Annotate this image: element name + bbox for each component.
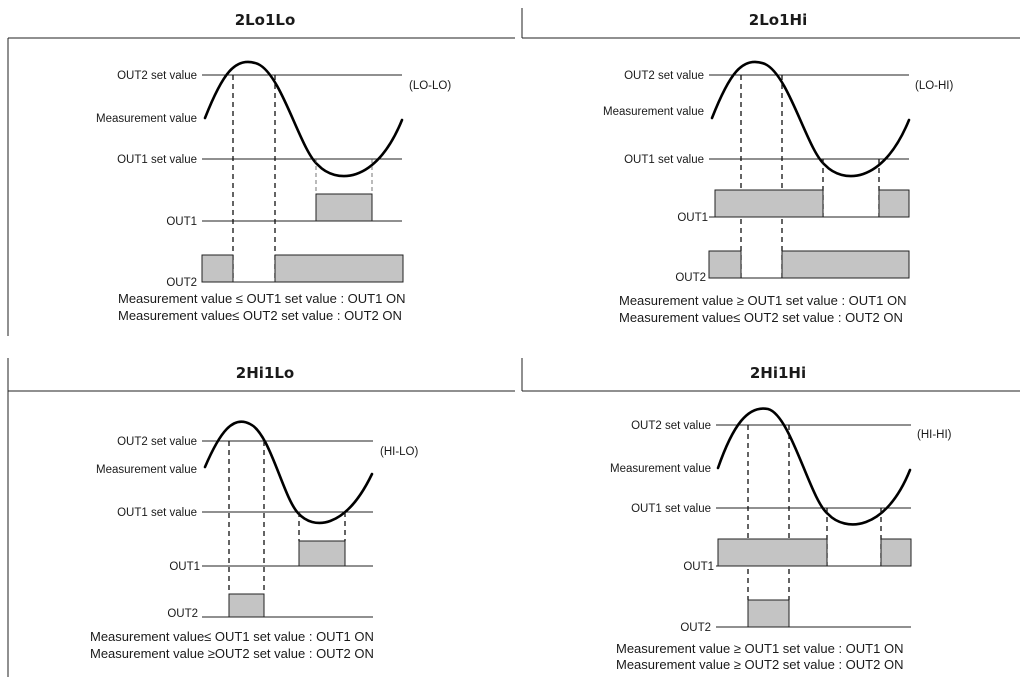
condition-text: Measurement value ≤ OUT1 set value : OUT… [118, 291, 405, 306]
panel-title: 2Lo1Lo [235, 11, 296, 29]
measurement-curve [710, 60, 911, 178]
out2-on-box [201, 254, 234, 283]
out2-label: OUT2 [675, 272, 706, 284]
out2-label: OUT2 [167, 608, 198, 620]
out1-on-box [880, 538, 912, 567]
out1-set-label: OUT1 set value [117, 507, 197, 519]
condition-text: Measurement value ≥ OUT1 set value : OUT… [619, 293, 906, 308]
out2-label: OUT2 [680, 622, 711, 634]
measurement-curve [203, 60, 404, 178]
measurement-label: Measurement value [610, 463, 711, 475]
measurement-curve [203, 420, 374, 525]
measurement-label: Measurement value [96, 113, 197, 125]
condition-text: Measurement value ≥ OUT1 set value : OUT… [616, 641, 903, 656]
condition-text: Measurement value ≥OUT2 set value : OUT2… [90, 646, 374, 661]
measurement-label: Measurement value [96, 464, 197, 476]
out2-set-label: OUT2 set value [631, 420, 711, 432]
out2-set-label: OUT2 set value [624, 70, 704, 82]
mode-label: (LO-LO) [409, 80, 451, 92]
mode-label: (HI-LO) [380, 446, 419, 458]
out2-set-label: OUT2 set value [117, 70, 197, 82]
out2-on-box [781, 250, 910, 279]
panel-2hi1lo: 2Hi1Lo OUT2 set value Measurement value … [7, 358, 515, 677]
condition-text: Measurement value ≥ OUT2 set value : OUT… [616, 657, 903, 672]
out1-set-label: OUT1 set value [624, 154, 704, 166]
out2-on-box [228, 593, 265, 618]
condition-text: Measurement value≤ OUT2 set value : OUT2… [118, 308, 402, 323]
out2-on-box [708, 250, 742, 279]
condition-text: Measurement value≤ OUT2 set value : OUT2… [619, 310, 903, 325]
condition-text: Measurement value≤ OUT1 set value : OUT1… [90, 629, 374, 644]
mode-label: (LO-HI) [915, 80, 954, 92]
panel-2lo1hi: 2Lo1Hi OUT2 set value Measurement value … [521, 8, 1020, 325]
panel-2hi1hi: 2Hi1Hi OUT2 set value Measurement value … [521, 358, 1020, 672]
out2-on-box [747, 599, 790, 628]
out1-on-box [717, 538, 828, 567]
measurement-curve [716, 407, 912, 526]
out1-set-label: OUT1 set value [117, 154, 197, 166]
measurement-label: Measurement value [603, 106, 704, 118]
out1-on-box [298, 540, 346, 567]
panel-title: 2Lo1Hi [749, 11, 807, 29]
out1-label: OUT1 [683, 561, 714, 573]
out1-on-box [878, 189, 910, 218]
mode-label: (HI-HI) [917, 429, 952, 441]
panel-title: 2Hi1Lo [236, 364, 294, 382]
panel-title: 2Hi1Hi [750, 364, 806, 382]
panel-2lo1lo: 2Lo1Lo OUT2 set value Measurement value … [7, 11, 515, 336]
out1-set-label: OUT1 set value [631, 503, 711, 515]
out1-on-box [315, 193, 373, 222]
out2-on-box [274, 254, 404, 283]
out2-set-label: OUT2 set value [117, 436, 197, 448]
out1-label: OUT1 [169, 561, 200, 573]
out2-label: OUT2 [166, 277, 197, 289]
out1-on-box [714, 189, 824, 218]
out1-label: OUT1 [166, 216, 197, 228]
out1-label: OUT1 [677, 212, 708, 224]
